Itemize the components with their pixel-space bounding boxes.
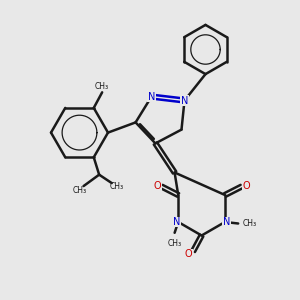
Text: N: N (181, 95, 188, 106)
Text: CH₃: CH₃ (168, 238, 182, 247)
Text: CH₃: CH₃ (95, 82, 109, 91)
Text: N: N (148, 92, 155, 102)
Text: O: O (185, 249, 193, 259)
Text: N: N (223, 217, 230, 227)
Text: CH₃: CH₃ (242, 219, 256, 228)
Text: O: O (153, 181, 161, 191)
Text: CH₃: CH₃ (109, 182, 123, 191)
Text: N: N (173, 217, 180, 227)
Text: CH₃: CH₃ (73, 186, 87, 195)
Text: O: O (242, 181, 250, 191)
